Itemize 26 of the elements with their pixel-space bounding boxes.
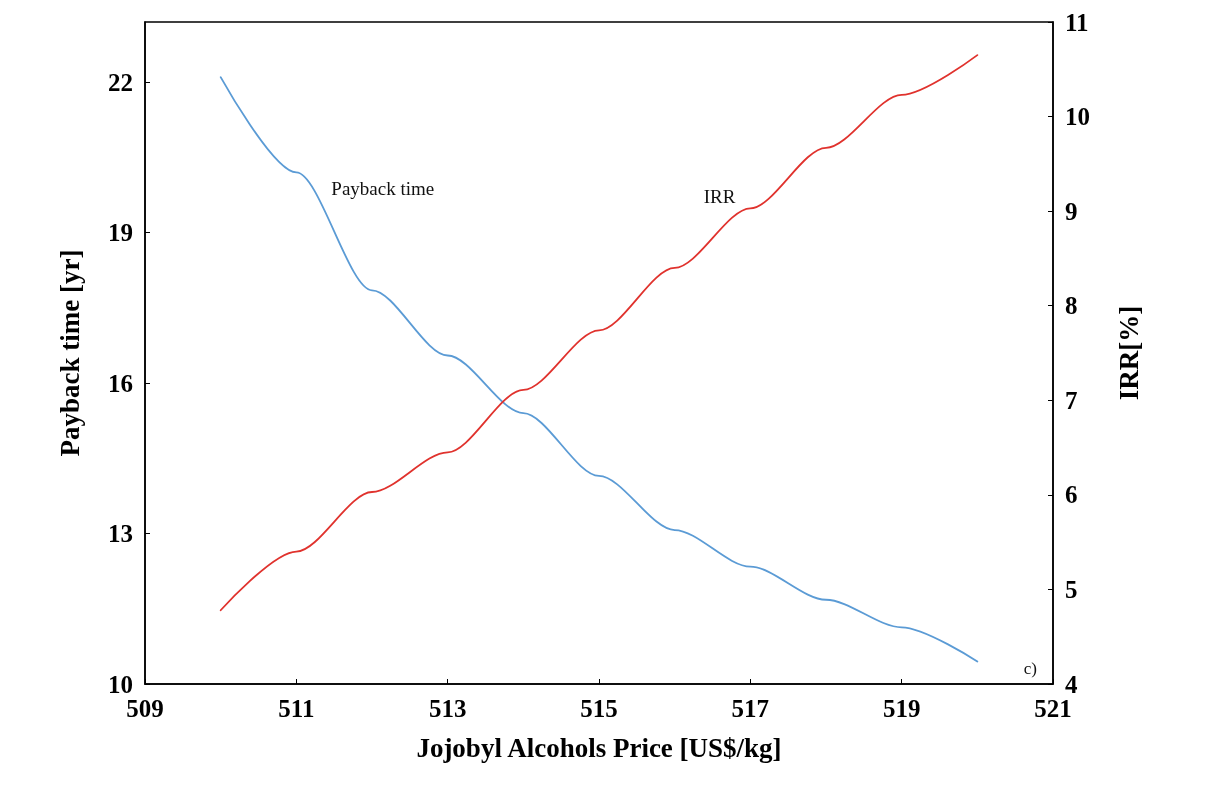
y2-tick-label: 5 [1065,575,1078,603]
annotation: c) [1023,659,1038,678]
y-tick-label: 13 [108,520,133,548]
y2-tick-label: 7 [1065,386,1078,414]
y2-axis-title: IRR[%] [1113,305,1144,401]
x-tick-label: 519 [882,695,921,722]
series-label: Payback time [331,177,435,199]
y2-tick-label: 9 [1065,197,1078,225]
y-tick-label: 16 [108,369,133,397]
y-tick-label: 19 [108,219,133,247]
series-label: IRR [703,185,736,207]
y2-tick-label: 10 [1065,103,1090,131]
y2-tick-label: 11 [1065,8,1089,36]
x-tick-label: 509 [126,695,164,722]
y2-tick-label: 8 [1065,292,1078,320]
x-tick-label: 511 [278,695,315,722]
y2-tick-label: 4 [1065,670,1078,698]
x-tick-label: 521 [1034,695,1072,722]
x-tick-label: 513 [428,695,467,722]
y-tick-label: 10 [108,670,133,698]
y-axis-title: Payback time [yr] [54,249,85,457]
x-axis-title: Jojobyl Alcohols Price [US$/kg] [416,732,782,763]
x-tick-label: 517 [731,695,770,722]
x-tick-label: 515 [580,695,618,722]
y-tick-label: 22 [108,68,133,96]
y2-tick-label: 6 [1065,481,1078,509]
